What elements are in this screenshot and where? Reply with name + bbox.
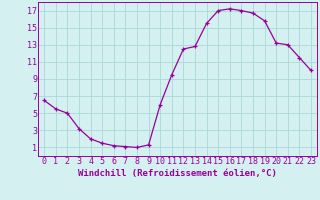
X-axis label: Windchill (Refroidissement éolien,°C): Windchill (Refroidissement éolien,°C) <box>78 169 277 178</box>
